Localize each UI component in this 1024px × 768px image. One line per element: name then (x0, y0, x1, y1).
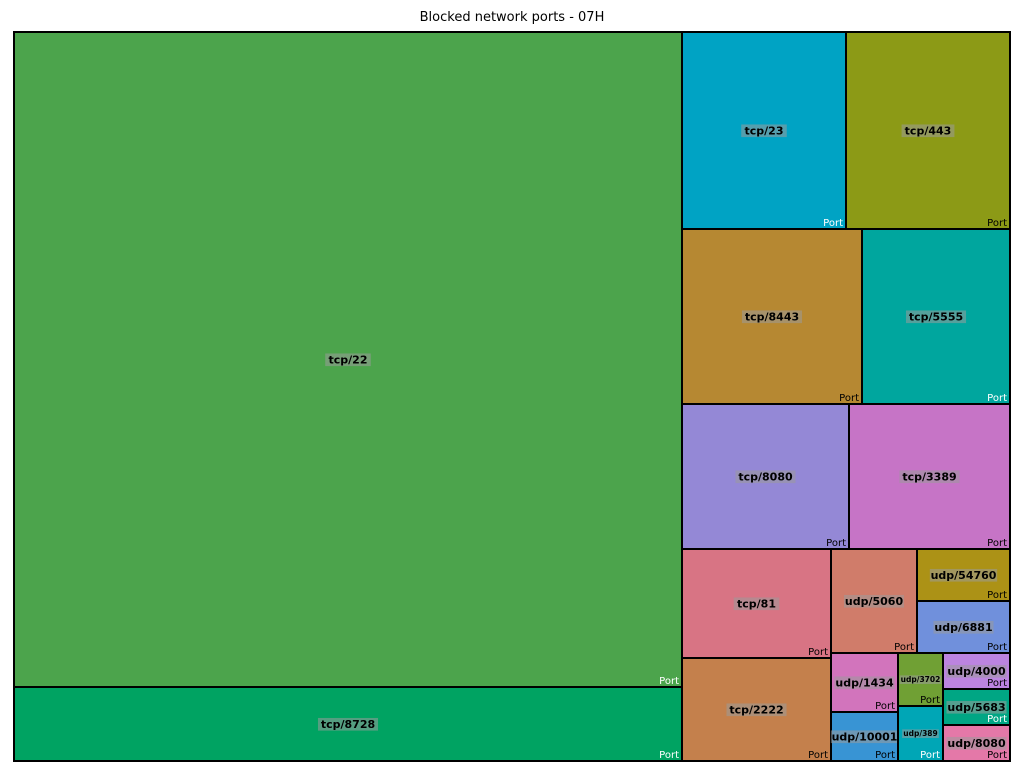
tile-label-tcp-2222: tcp/2222 (729, 703, 783, 716)
tile-label-bg-tcp-81 (733, 597, 780, 611)
tile-tag-tcp-8080: Port (826, 538, 846, 549)
tile-tag-tcp-8443: Port (839, 393, 859, 404)
tile-label-udp-8080: udp/8080 (947, 737, 1006, 750)
tile-label-tcp-443: tcp/443 (905, 124, 952, 137)
tile-tag-tcp-8728: Port (659, 750, 679, 761)
tile-tag-udp-8080: Port (987, 750, 1007, 761)
tile-label-bg-tcp-8728 (317, 717, 379, 731)
tile-tag-tcp-23: Port (823, 218, 843, 229)
tile-tag-udp-10001: Port (875, 750, 895, 761)
tile-label-tcp-5555: tcp/5555 (909, 310, 963, 323)
tile-label-bg-tcp-443 (901, 124, 955, 138)
tile-label-udp-5683: udp/5683 (947, 701, 1005, 714)
tile-tag-tcp-81: Port (808, 647, 828, 658)
tile-tag-udp-4000: Port (987, 678, 1007, 689)
tile-label-bg-udp-1434 (834, 676, 895, 690)
tile-label-bg-udp-54760 (929, 568, 998, 582)
tile-tag-udp-6881: Port (987, 642, 1007, 653)
tile-label-bg-udp-10001 (830, 730, 899, 744)
tile-tag-udp-5683: Port (987, 714, 1007, 725)
tile-label-tcp-8728: tcp/8728 (321, 718, 375, 731)
tile-label-udp-389: udp/389 (903, 729, 937, 738)
tile-label-udp-3702: udp/3702 (901, 675, 941, 684)
tile-label-bg-tcp-8443 (741, 310, 803, 324)
tile-tag-udp-3702: Port (920, 695, 940, 706)
tile-label-bg-tcp-2222 (726, 703, 787, 717)
tile-label-bg-udp-5060 (843, 594, 905, 608)
tile-label-tcp-3389: tcp/3389 (902, 470, 956, 483)
tile-label-tcp-8080: tcp/8080 (738, 470, 793, 483)
tile-tag-tcp-5555: Port (987, 393, 1007, 404)
tile-tag-tcp-22: Port (659, 676, 679, 687)
tile-tag-tcp-443: Port (987, 218, 1007, 229)
tile-tag-udp-54760: Port (987, 590, 1007, 601)
tile-label-tcp-81: tcp/81 (737, 597, 776, 610)
tile-label-bg-tcp-22 (325, 353, 371, 367)
tile-label-bg-udp-8080 (946, 736, 1007, 750)
tile-label-udp-54760: udp/54760 (931, 569, 997, 582)
tile-label-bg-tcp-23 (741, 124, 787, 138)
tile-label-udp-10001: udp/10001 (832, 730, 898, 743)
tile-label-bg-tcp-5555 (905, 310, 967, 324)
tile-label-bg-udp-389 (902, 729, 939, 738)
tile-tag-udp-1434: Port (875, 701, 895, 712)
tile-label-udp-4000: udp/4000 (947, 665, 1006, 678)
tile-label-tcp-23: tcp/23 (745, 124, 784, 137)
tile-label-bg-tcp-8080 (735, 470, 796, 484)
chart-title: Blocked network ports - 07H (419, 10, 605, 25)
tile-label-bg-udp-3702 (899, 675, 942, 684)
tile-label-udp-6881: udp/6881 (934, 621, 992, 634)
tile-tag-udp-5060: Port (894, 642, 914, 653)
tile-label-tcp-22: tcp/22 (329, 353, 368, 366)
tile-label-bg-tcp-3389 (899, 470, 960, 484)
tile-label-bg-udp-6881 (933, 620, 994, 634)
tile-label-udp-5060: udp/5060 (845, 595, 904, 608)
tile-label-bg-udp-5683 (946, 700, 1007, 714)
tile-label-udp-1434: udp/1434 (835, 676, 894, 689)
tile-label-tcp-8443: tcp/8443 (745, 310, 799, 323)
tile-tag-udp-389: Port (920, 750, 940, 761)
tile-label-bg-udp-4000 (946, 664, 1007, 678)
tile-tag-tcp-3389: Port (987, 538, 1007, 549)
tile-tag-tcp-2222: Port (808, 750, 828, 761)
